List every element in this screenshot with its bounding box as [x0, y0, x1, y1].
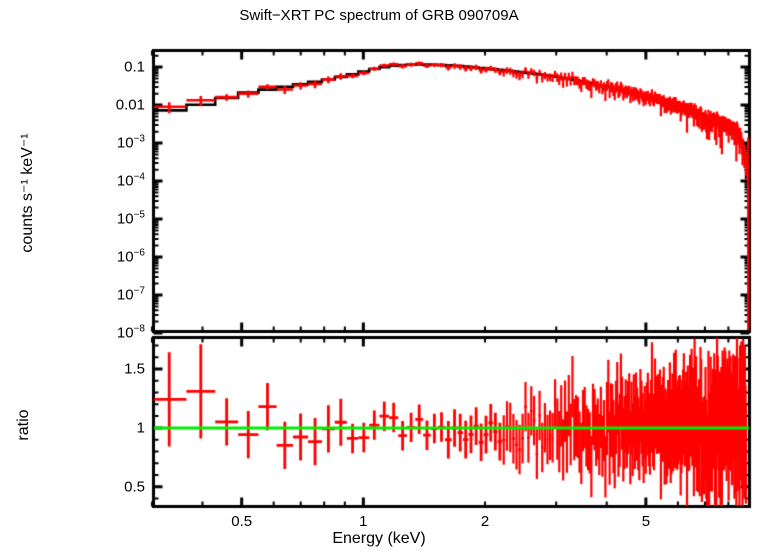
y-tick-label-spectrum: 0.1 [124, 58, 145, 76]
y-tick-label-spectrum: 10−4 [116, 171, 145, 190]
y-tick-label-spectrum: 10−7 [116, 285, 145, 304]
y-tick-label-spectrum: 10−5 [116, 209, 145, 228]
y-tick-label-spectrum: 10−8 [116, 323, 145, 342]
x-axis-label: Energy (keV) [332, 530, 426, 547]
x-tick-label: 1 [359, 513, 368, 530]
y-axis-label-spectrum: counts s⁻¹ keV⁻¹ [19, 133, 36, 253]
x-tick-label: 0.5 [231, 513, 253, 530]
x-tick-label: 2 [480, 513, 490, 530]
y-tick-label-ratio: 0.5 [124, 478, 145, 496]
y-axis-label-ratio: ratio [15, 409, 32, 441]
y-tick-label-ratio: 1 [136, 419, 145, 437]
x-tick-label: 5 [641, 513, 651, 530]
plot-title: Swift−XRT PC spectrum of GRB 090709A [239, 7, 519, 24]
y-tick-label-ratio: 1.5 [124, 360, 145, 378]
y-tick-label-spectrum: 0.01 [115, 96, 145, 114]
y-tick-label-spectrum: 10−3 [116, 133, 145, 152]
y-tick-label-spectrum: 10−6 [116, 247, 145, 266]
